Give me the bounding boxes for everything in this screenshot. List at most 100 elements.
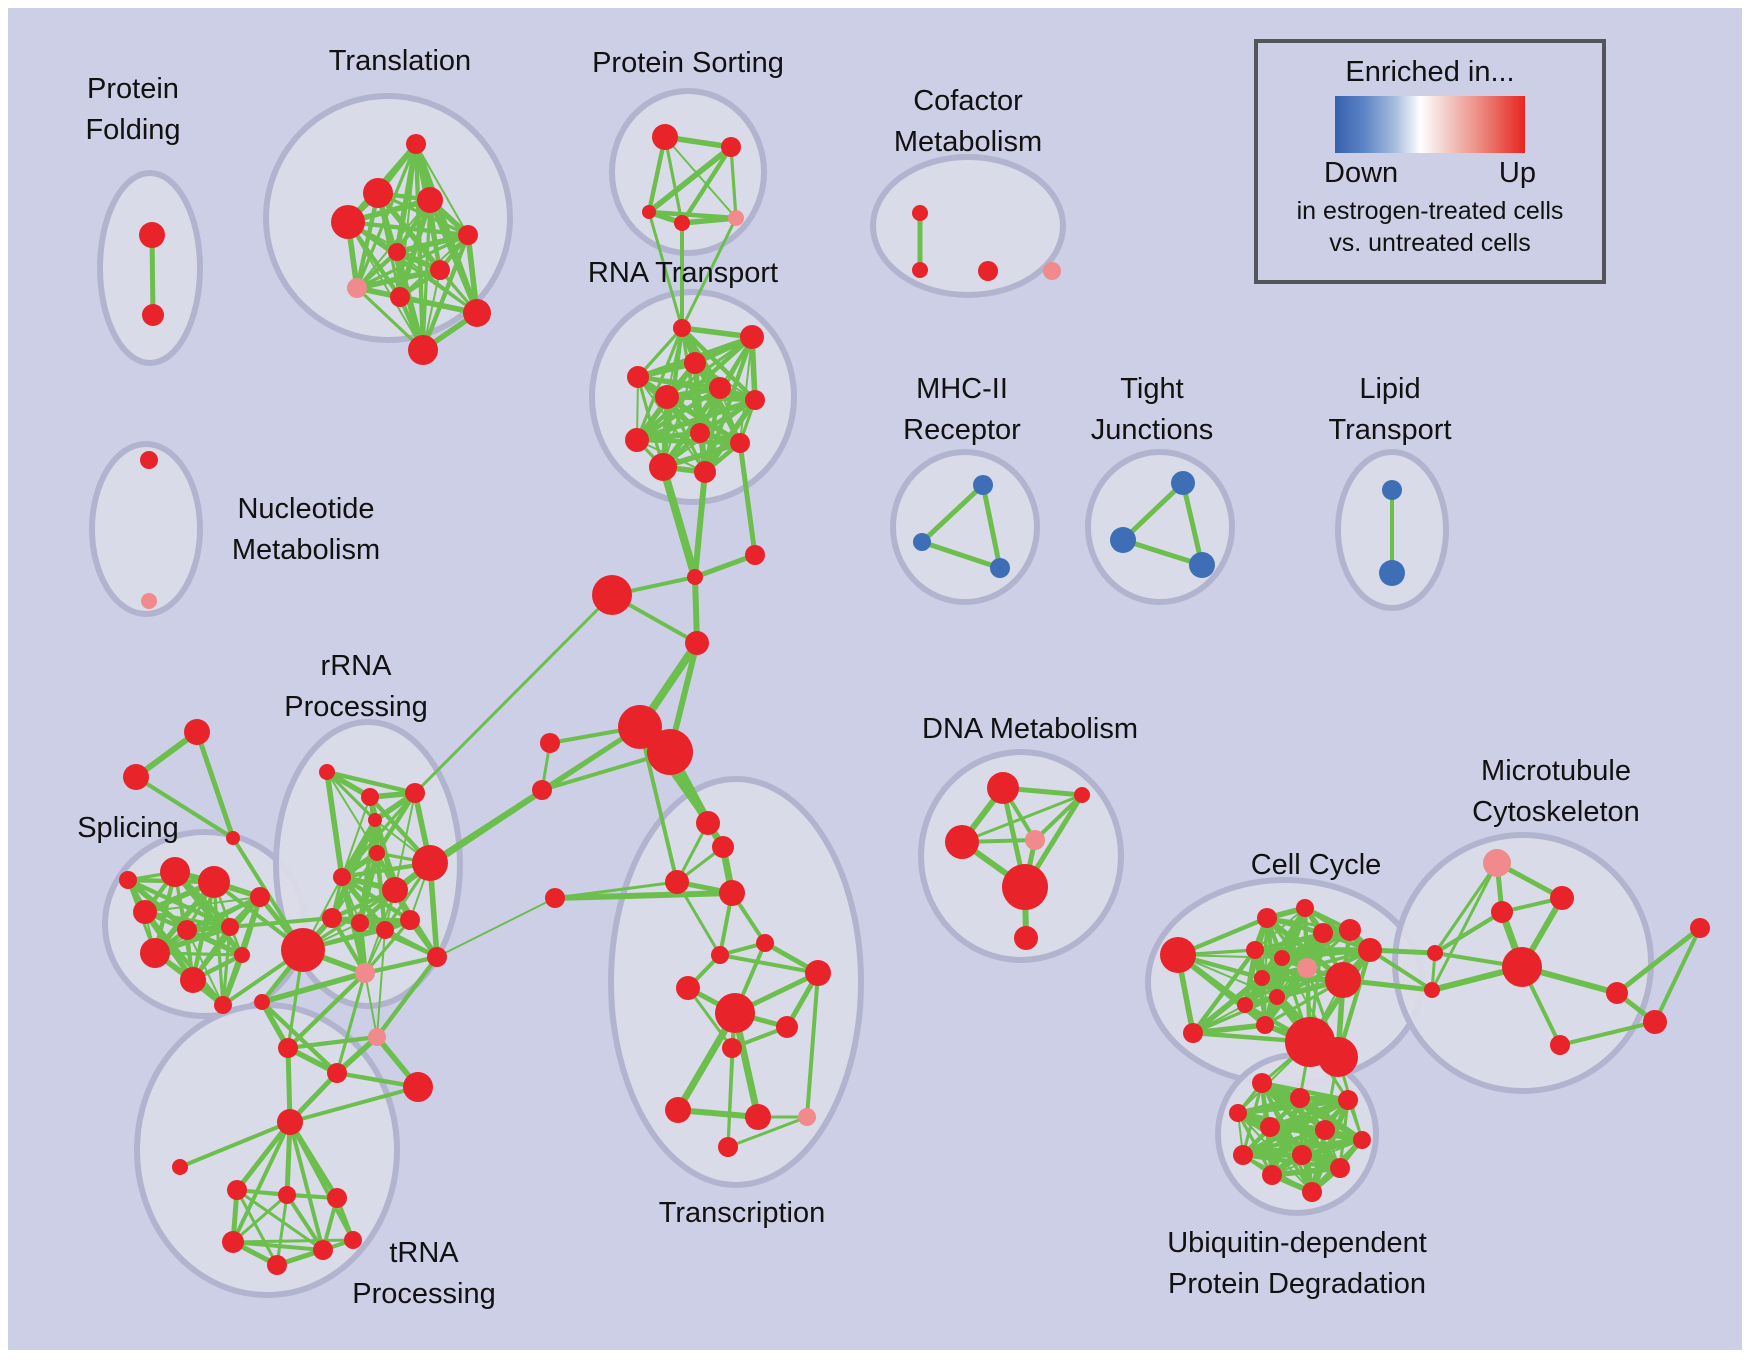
translation-edge [354, 190, 381, 291]
rna-transport-node [740, 325, 764, 349]
cell-cycle-edge [1242, 947, 1258, 1008]
cofactor-metabolism-label: Metabolism [894, 126, 1042, 158]
cofactor-metabolism-ellipse [870, 154, 1066, 298]
transcription-node [676, 976, 700, 1000]
cofactor-metabolism-node [912, 262, 928, 278]
cofactor-metabolism-node [978, 261, 998, 281]
tight-junctions-node [1171, 471, 1195, 495]
central-chain-node [745, 545, 765, 565]
rrna-processing-node [405, 783, 425, 803]
microtubule-cytoskeleton-label: Microtubule [1481, 755, 1631, 787]
splicing-node [250, 887, 270, 907]
rrna-processing-node [361, 788, 379, 806]
trna-processing-edge [288, 1120, 325, 1252]
central-chain-node [687, 569, 703, 585]
translation-node [347, 278, 367, 298]
protein-sorting-edge [729, 145, 738, 220]
microtubule-cytoskeleton-node [1483, 849, 1511, 877]
transcription-node [745, 1104, 771, 1130]
splicing-node [160, 857, 190, 887]
rrna-processing-node [382, 877, 408, 903]
trna-processing-edge [231, 1240, 325, 1252]
protein-sorting-node [721, 137, 741, 157]
rrna-processing-edge [285, 1034, 380, 1051]
central-chain-node [647, 729, 693, 775]
protein-sorting-edge [663, 135, 684, 225]
microtubule-cytoskeleton-node [1427, 945, 1443, 961]
tight-junctions-node [1189, 552, 1215, 578]
splicing-outliers-node [123, 764, 149, 790]
legend-up-label: Up [1498, 157, 1536, 189]
rna-transport-node [690, 423, 710, 443]
transcription-edge [718, 953, 820, 975]
microtubule-cytoskeleton-edge [1614, 925, 1703, 996]
transcription-node [718, 1137, 738, 1157]
rna-transport-node [684, 352, 706, 374]
splicing-node [221, 918, 239, 936]
inter-cluster-edge [288, 1085, 420, 1124]
splicing-node [177, 920, 197, 940]
translation-node [388, 243, 406, 261]
protein-sorting-node [728, 210, 744, 226]
inter-cluster-edge [552, 890, 735, 901]
inter-cluster-edge [647, 210, 684, 330]
transcription-node [665, 1097, 691, 1123]
rna-transport-node [730, 433, 750, 453]
rrna-processing-node [427, 947, 447, 967]
rrna-processing-node [368, 1028, 386, 1046]
cell-cycle-edge [1279, 947, 1373, 961]
cell-cycle-node [1237, 997, 1253, 1013]
cell-cycle-node [1313, 923, 1333, 943]
splicing-edge [154, 896, 261, 954]
ubiquitin-degradation-node [1233, 1145, 1253, 1165]
transcription-node [711, 946, 729, 964]
ubiquitin-degradation-label: Ubiquitin-dependent [1167, 1227, 1427, 1259]
legend-subtitle-line2: vs. untreated cells [1329, 229, 1531, 257]
rna-transport-node [649, 453, 677, 481]
translation-node [390, 287, 410, 307]
protein-sorting-node [642, 205, 656, 219]
dna-metabolism-edge [960, 793, 1084, 844]
dna-metabolism-node [987, 772, 1019, 804]
mhc-ii-receptor-node [990, 558, 1010, 578]
nucleotide-metabolism-label: Nucleotide [237, 493, 374, 525]
ubiquitin-degradation-node [1262, 1165, 1282, 1185]
protein-sorting-edge [679, 215, 739, 226]
inter-cluster-edge [1430, 861, 1499, 992]
splicing-node [140, 938, 170, 968]
microtubule-cytoskeleton-node [1606, 982, 1628, 1004]
cofactor-metabolism-node [1043, 262, 1061, 280]
protein-folding-label: Protein [87, 73, 179, 105]
mhc-ii-receptor-edge [919, 539, 1003, 571]
ubiquitin-degradation-node [1315, 1120, 1335, 1140]
tight-junctions-edge [1120, 537, 1205, 568]
protein-sorting-edge [679, 144, 734, 226]
splicing-outliers-node [184, 719, 210, 745]
trna-processing-edge [231, 1120, 292, 1244]
legend-down-label: Down [1324, 157, 1399, 189]
nucleotide-metabolism-label: Metabolism [232, 534, 380, 566]
microtubule-cytoskeleton-node [1550, 886, 1574, 910]
trna-processing-node [277, 1109, 303, 1135]
protein-sorting-edge [646, 144, 734, 215]
trna-processing-node [313, 1240, 333, 1260]
transcription-node [719, 880, 745, 906]
protein-folding-node [142, 304, 164, 326]
rrna-processing-node [369, 845, 385, 861]
cofactor-metabolism-node [912, 205, 928, 221]
protein-sorting-ellipse [609, 88, 767, 256]
transcription-node [756, 934, 774, 952]
mhc-ii-receptor-node [973, 475, 993, 495]
cell-cycle-node [1256, 1016, 1274, 1034]
rrna-processing-node [400, 910, 420, 930]
rrna-processing-label: rRNA [321, 650, 393, 682]
rrna-processing-node [355, 963, 375, 983]
rna-transport-node [745, 390, 765, 410]
microtubule-cytoskeleton-edge [1558, 1020, 1657, 1047]
rna-transport-node [655, 385, 679, 409]
rna-transport-node [673, 319, 691, 337]
ubiquitin-degradation-label: Protein Degradation [1168, 1268, 1426, 1300]
dna-metabolism-node [1025, 830, 1045, 850]
rrna-processing-edge [362, 954, 440, 976]
